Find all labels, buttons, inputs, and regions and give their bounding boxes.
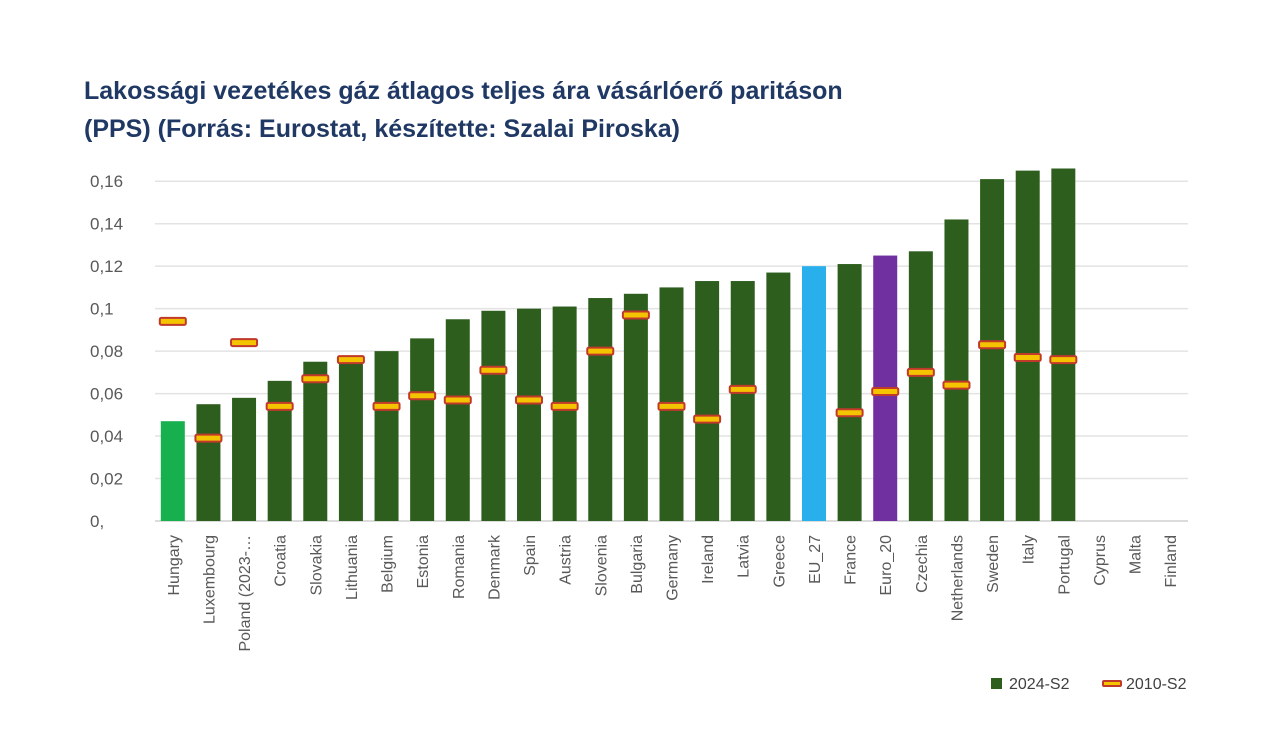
bar-2024-s2 [303, 361, 328, 521]
chart-title: Lakossági vezetékes gáz átlagos teljes á… [84, 72, 1084, 148]
y-tick-label: 0,02 [90, 470, 123, 489]
x-tick-label: Belgium [380, 535, 397, 593]
x-tick-label: Romania [451, 535, 468, 599]
x-tick-label: Estonia [415, 535, 432, 588]
x-tick-label: Hungary [166, 535, 183, 595]
bar-2024-s2 [801, 266, 826, 521]
markers-2010-s2 [158, 310, 1078, 443]
marker-2010-s2 [336, 355, 365, 365]
y-tick-label: 0,06 [90, 385, 123, 404]
bar-2024-s2 [980, 179, 1005, 522]
marker-2010-s2 [301, 374, 330, 384]
marker-2010-s2 [871, 386, 900, 396]
x-axis: Hungary Luxembourg Poland (2023-… Croatia Sl… [166, 534, 1180, 652]
x-tick-label: Austria [558, 535, 575, 585]
x-tick-label: Slovenia [593, 535, 610, 596]
marker-2010-s2 [693, 414, 722, 424]
marker-2010-s2 [942, 380, 971, 390]
x-tick-label: Slovakia [308, 535, 325, 596]
legend-label-2010-s2: 2010-S2 [1126, 676, 1187, 693]
marker-2010-s2 [515, 395, 544, 405]
bar-2024-s2 [766, 272, 791, 521]
y-tick-label: 0, [90, 512, 104, 531]
chart-title-line-2: (PPS) (Forrás: Eurostat, készítette: Sza… [84, 115, 681, 143]
x-tick-label: France [843, 535, 860, 585]
x-tick-label: Croatia [273, 535, 290, 587]
x-tick-label: Bulgaria [629, 535, 646, 594]
marker-2010-s2 [1013, 352, 1042, 362]
marker-2010-s2 [978, 340, 1007, 350]
x-tick-label: Denmark [486, 534, 503, 600]
bar-2024-s2 [160, 421, 185, 521]
y-tick-label: 0,12 [90, 257, 123, 276]
marker-2010-s2 [372, 401, 401, 411]
marker-2010-s2 [586, 346, 615, 356]
marker-2010-s2 [906, 367, 935, 377]
x-tick-label: Poland (2023-… [237, 535, 254, 652]
marker-2010-s2 [657, 401, 686, 411]
x-tick-label: Malta [1128, 535, 1145, 574]
marker-2010-s2 [230, 338, 259, 348]
marker-2010-s2 [1049, 355, 1078, 365]
bar-2024-s2 [338, 359, 363, 521]
bar-2024-s2 [908, 251, 933, 521]
marker-2010-s2 [194, 433, 223, 443]
legend-swatch-2010-s2 [1102, 680, 1122, 687]
bar-2024-s2 [730, 281, 755, 521]
x-tick-label: Lithuania [344, 535, 361, 600]
bars-2024-s2 [160, 168, 1076, 522]
x-tick-label: Latvia [736, 535, 753, 578]
legend: 2024-S2 2010-S2 [991, 676, 1187, 693]
x-tick-label: Netherlands [949, 535, 966, 621]
bar-2024-s2 [481, 310, 506, 521]
x-tick-label: Greece [771, 535, 788, 588]
bar-2024-s2 [1015, 170, 1040, 521]
x-tick-label: Spain [522, 535, 539, 576]
legend-label-2024-s2: 2024-S2 [1009, 676, 1070, 693]
bar-2024-s2 [695, 281, 720, 521]
x-tick-label: EU_27 [807, 535, 824, 584]
bar-2024-s2 [445, 319, 470, 521]
marker-2010-s2 [835, 408, 864, 418]
marker-2010-s2 [158, 316, 187, 326]
legend-swatch-2024-s2 [991, 678, 1002, 689]
x-tick-label: Cyprus [1092, 535, 1109, 586]
y-tick-label: 0,14 [90, 215, 123, 234]
x-tick-label: Euro_20 [878, 535, 895, 596]
bar-2024-s2 [944, 219, 969, 522]
x-tick-label: Portugal [1056, 535, 1073, 595]
x-tick-label: Sweden [985, 535, 1002, 593]
x-tick-label: Czechia [914, 535, 931, 593]
marker-2010-s2 [550, 401, 579, 411]
y-tick-label: 0,04 [90, 427, 123, 446]
marker-2010-s2 [621, 310, 650, 320]
y-tick-label: 0,16 [90, 172, 123, 191]
x-tick-label: Luxembourg [201, 535, 218, 624]
x-tick-label: Italy [1021, 535, 1038, 564]
bar-2024-s2 [623, 293, 648, 521]
marker-2010-s2 [265, 401, 294, 411]
bar-2024-s2 [232, 397, 257, 521]
bar-2024-s2 [837, 264, 862, 521]
x-tick-label: Germany [665, 535, 682, 601]
bar-2024-s2 [517, 308, 542, 521]
bar-2024-s2 [588, 298, 613, 521]
x-tick-label: Ireland [700, 535, 717, 584]
marker-2010-s2 [479, 365, 508, 375]
bar-2024-s2 [196, 404, 221, 521]
y-tick-label: 0,1 [90, 300, 114, 319]
bar-2024-s2 [1051, 168, 1076, 521]
marker-2010-s2 [408, 391, 437, 401]
chart-title-line-1: Lakossági vezetékes gáz átlagos teljes á… [84, 77, 843, 105]
marker-2010-s2 [443, 395, 472, 405]
x-tick-label: Finland [1163, 535, 1180, 587]
bar-2024-s2 [410, 338, 435, 521]
y-tick-label: 0,08 [90, 342, 123, 361]
bar-2024-s2 [374, 351, 399, 521]
marker-2010-s2 [728, 384, 757, 394]
bar-2024-s2 [552, 306, 577, 521]
y-axis: 0, 0,02 0,04 0,06 0,08 0,1 0,12 0,14 0,16 [90, 172, 123, 531]
